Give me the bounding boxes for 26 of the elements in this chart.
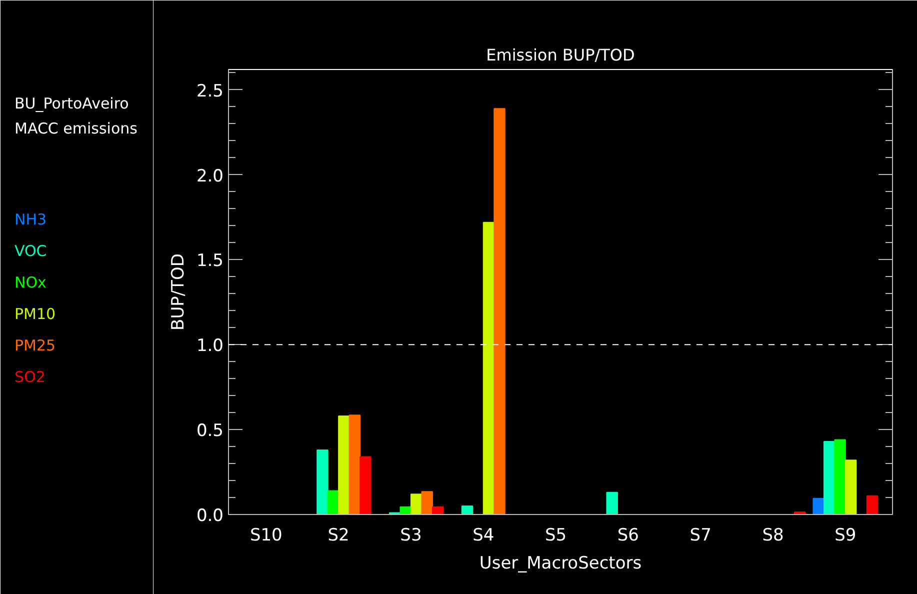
x-tick-label: S4: [472, 526, 494, 546]
text: MACC emissions: [14, 120, 138, 138]
y-axis-title: BUP/TOD: [168, 254, 188, 330]
x-tick-label: S3: [400, 526, 422, 546]
x-tick-label: S10: [250, 526, 282, 546]
text: SO2: [14, 368, 46, 386]
y-tick-label: 2.5: [196, 81, 224, 102]
y-tick-label: 0.5: [196, 421, 224, 442]
x-tick-label: S9: [834, 526, 856, 546]
y-tick-label: 1.5: [196, 251, 224, 272]
text: PM10: [14, 305, 56, 323]
x-tick-label: S2: [328, 526, 350, 546]
x-tick-label: S5: [544, 526, 567, 546]
y-tick-label: 2.0: [196, 166, 224, 186]
text: PM25: [14, 336, 56, 354]
chart-title: Emission BUP/TOD: [486, 46, 635, 64]
x-tick-label: S7: [690, 526, 712, 546]
x-axis-title: User_MacroSectors: [479, 554, 642, 574]
text: BU_PortoAveiro: [14, 94, 129, 112]
x-tick-label: S8: [762, 526, 784, 546]
text: VOC: [14, 242, 47, 260]
y-tick-label: 1.0: [196, 336, 224, 356]
text: NH3: [14, 210, 47, 228]
y-tick-label: 0.0: [196, 506, 224, 526]
text: NOx: [14, 274, 47, 292]
x-tick-label: S6: [617, 526, 640, 546]
